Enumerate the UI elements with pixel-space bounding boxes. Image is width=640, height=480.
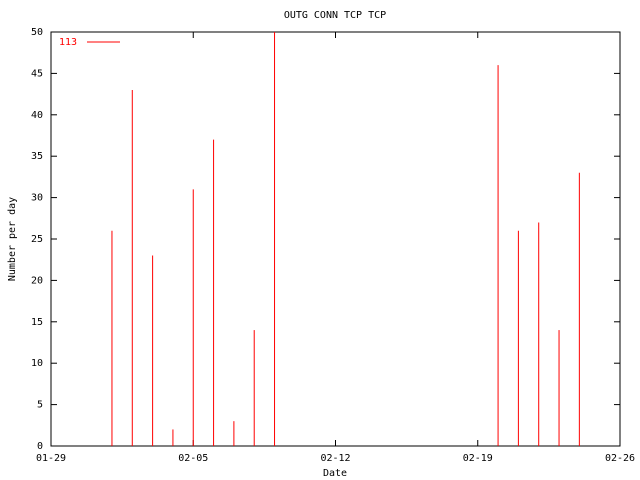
x-tick-label: 02-26: [605, 453, 635, 464]
x-tick-label: 01-29: [36, 453, 66, 464]
y-axis-label: Number per day: [7, 197, 18, 281]
x-tick-label: 02-05: [178, 453, 208, 464]
y-tick-label: 20: [31, 275, 43, 286]
x-tick-label: 02-12: [320, 453, 350, 464]
legend-label: 113: [59, 37, 77, 48]
x-tick-label: 02-19: [463, 453, 493, 464]
y-tick-label: 15: [31, 317, 43, 328]
y-tick-label: 40: [31, 110, 43, 121]
y-tick-label: 25: [31, 234, 43, 245]
y-tick-label: 0: [37, 441, 43, 452]
chart-title: OUTG CONN TCP TCP: [284, 10, 386, 21]
y-tick-label: 30: [31, 193, 43, 204]
x-axis-label: Date: [323, 468, 347, 479]
y-tick-label: 10: [31, 358, 43, 369]
y-tick-label: 50: [31, 27, 43, 38]
y-tick-label: 45: [31, 68, 43, 79]
y-tick-label: 5: [37, 400, 43, 411]
y-tick-label: 35: [31, 151, 43, 162]
plot-border: [50, 31, 621, 447]
